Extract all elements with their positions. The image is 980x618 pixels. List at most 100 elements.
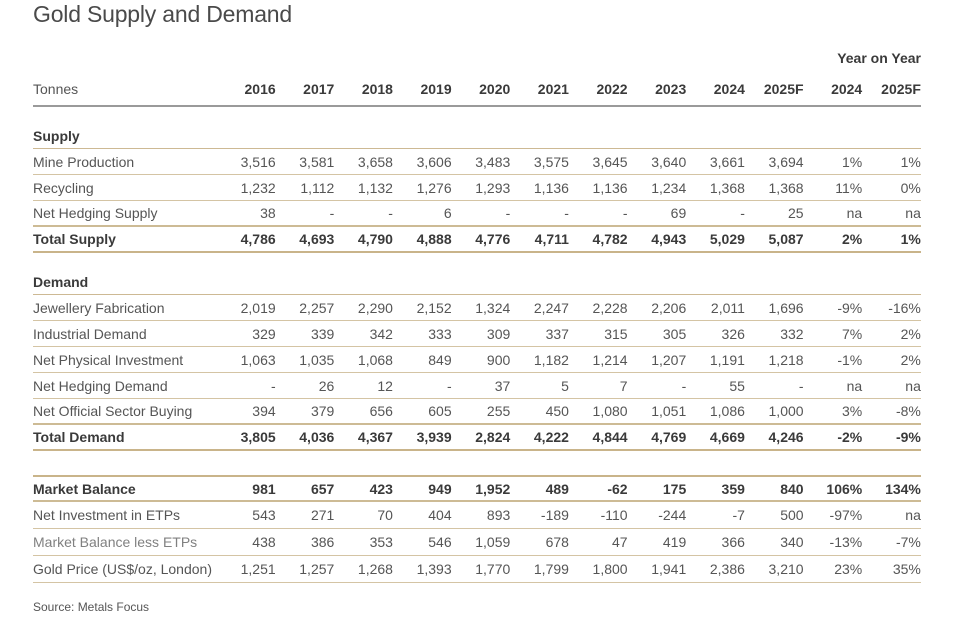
cell-value: 0% [900, 179, 921, 196]
cell-value: 1,136 [533, 179, 569, 196]
cell-value: 175 [662, 480, 687, 497]
table-row: Jewellery Fabrication 2,019 2,257 2,290 2,15… [33, 295, 921, 321]
cell-value: 2025F [763, 81, 804, 97]
cell-value: 3,661 [709, 153, 745, 170]
cell-value: 4,222 [533, 429, 569, 445]
cell-value: 353 [369, 534, 393, 550]
cell-value: 981 [252, 480, 276, 497]
cell-value: 69 [670, 205, 687, 221]
cell-value: 386 [310, 534, 335, 550]
cell-value: 332 [780, 325, 804, 342]
cell-value: 3,645 [592, 153, 628, 170]
cell-value: 4,711 [534, 231, 569, 247]
cell-value: 2018 [361, 81, 393, 97]
cell-value: - [564, 205, 569, 221]
row-label: Industrial Demand [33, 325, 147, 342]
cell-value: 255 [486, 403, 511, 419]
cell-value: 1,232 [240, 179, 276, 196]
row-label: Net Official Sector Buying [33, 403, 193, 419]
cell-value: 4,782 [592, 231, 628, 247]
cell-value: 2,206 [651, 299, 687, 316]
cell-value: 4,246 [768, 429, 804, 445]
cell-value: - [740, 205, 745, 221]
table-row: Gold Price (US$/oz, London) 1,251 1,257 1,2… [33, 556, 921, 583]
cell-value: 2019 [420, 81, 452, 97]
cell-value: 3,516 [240, 153, 276, 170]
cell-value: 3,483 [475, 153, 511, 170]
cell-value: 3,694 [768, 153, 804, 170]
table-row: Net Official Sector Buying 394 379 656 605 25… [33, 399, 921, 425]
cell-value: 1,035 [299, 351, 335, 368]
cell-value: 1,218 [768, 351, 804, 368]
cell-value: 340 [780, 534, 804, 550]
cell-value: 2% [900, 351, 921, 368]
cell-value: 7 [619, 377, 628, 394]
cell-value: 47 [612, 534, 628, 550]
cell-value: 5,087 [768, 231, 804, 247]
cell-value: - [388, 205, 393, 221]
cell-value: na [905, 377, 921, 394]
cell-value: 419 [662, 534, 687, 550]
cell-value: 5,029 [709, 231, 745, 247]
cell-value: 2024 [831, 81, 863, 97]
cell-value: 37 [494, 377, 511, 394]
spacer [33, 107, 921, 123]
cell-value: -9% [837, 299, 863, 316]
cell-value: 379 [310, 403, 335, 419]
cell-value: 1% [841, 153, 863, 170]
cell-value: 2,247 [533, 299, 569, 316]
page-title: Gold Supply and Demand [33, 1, 292, 27]
row-label: Market Balance [33, 480, 136, 497]
cell-value: 2% [900, 325, 921, 342]
row-label: Recycling [33, 179, 94, 196]
cell-value: 1,941 [651, 561, 687, 577]
source-note: Source: Metals Focus [33, 600, 150, 614]
cell-value: -97% [829, 507, 863, 523]
cell-value: na [905, 507, 921, 523]
cell-value: - [329, 205, 335, 221]
cell-value: -110 [600, 507, 628, 523]
cell-value: 106% [826, 480, 863, 497]
section-label: Supply [33, 127, 80, 144]
table-row: Industrial Demand 329 339 342 333 309 337 315 30… [33, 321, 921, 347]
header-row: Tonnes 2016 2017 2018 2019 2020 2021 2022 2023 20… [33, 73, 921, 107]
table-row: Recycling 1,232 1,112 1,132 1,276 1,293 1,136 1… [33, 175, 921, 201]
cell-value: - [505, 205, 511, 221]
cell-value: 3,805 [240, 429, 276, 445]
table-row: Mine Production 3,516 3,581 3,658 3,606 3,483… [33, 149, 921, 175]
cell-value: 1,063 [240, 351, 276, 368]
cell-value: - [622, 205, 628, 221]
cell-value: 3,210 [768, 561, 804, 577]
cell-value: 893 [486, 507, 511, 523]
cell-value: 1,068 [357, 351, 393, 368]
cell-value: 1,368 [709, 179, 745, 196]
cell-value: 657 [310, 480, 335, 497]
cell-value: 305 [662, 325, 687, 342]
cell-value: 840 [780, 480, 804, 497]
cell-value: 359 [721, 480, 745, 497]
cell-value: 2025F [881, 81, 921, 97]
market-balance-row: Market Balance 981 657 423 949 1,952 489 -62 175… [33, 475, 921, 502]
year-on-year-heading: Year on Year [837, 50, 921, 66]
cell-value: -13% [829, 534, 863, 550]
row-label: Net Hedging Demand [33, 377, 168, 394]
cell-value: -189 [540, 507, 569, 523]
cell-value: - [446, 377, 452, 394]
cell-value: 23% [834, 561, 863, 577]
cell-value: 1,080 [592, 403, 628, 419]
total-supply-row: Total Supply 4,786 4,693 4,790 4,888 4,776 4,7… [33, 227, 921, 253]
cell-value: 7% [841, 325, 863, 342]
cell-value: 3,581 [299, 153, 335, 170]
cell-value: 2,824 [475, 429, 511, 445]
cell-value: 4,776 [475, 231, 511, 247]
cell-value: 1,800 [592, 561, 628, 577]
cell-value: 2,386 [709, 561, 745, 577]
row-label: Net Physical Investment [33, 351, 184, 368]
cell-value: 1% [900, 231, 921, 247]
cell-value: 4,367 [357, 429, 393, 445]
cell-value: - [681, 377, 687, 394]
cell-value: 342 [369, 325, 393, 342]
table-row: Net Hedging Supply 38 - - 6 - - - 69 - 25 na na [33, 201, 921, 227]
cell-value: 315 [604, 325, 628, 342]
cell-value: -244 [658, 507, 687, 523]
